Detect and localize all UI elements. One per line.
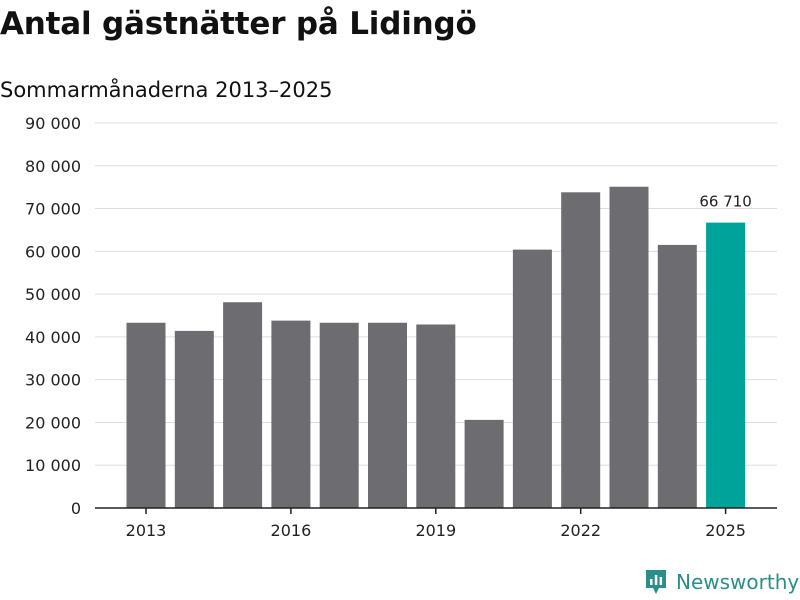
bar-2025 [706, 222, 746, 508]
y-tick-label: 90 000 [25, 114, 81, 133]
bar-2013 [126, 322, 166, 508]
bar-2020 [464, 419, 504, 508]
y-tick-label: 80 000 [25, 157, 81, 176]
y-tick-label: 20 000 [25, 413, 81, 432]
brand-name: Newsworthy [676, 570, 800, 594]
bar-2019 [416, 324, 456, 508]
bar-2015 [223, 302, 263, 508]
bar-2018 [368, 322, 407, 508]
bar-2016 [271, 320, 311, 508]
y-tick-label: 40 000 [25, 328, 81, 347]
y-tick-label: 0 [71, 499, 81, 518]
x-tick-label: 2019 [415, 521, 456, 540]
x-tick-label: 2016 [271, 521, 312, 540]
chart-subtitle: Sommarmånaderna 2013–2025 [0, 78, 333, 102]
x-tick-label: 2022 [560, 521, 601, 540]
y-tick-label: 60 000 [25, 242, 81, 261]
bar-2024 [657, 244, 697, 508]
chart-title: Antal gästnätter på Lidingö [0, 6, 477, 42]
y-tick-label: 70 000 [25, 200, 81, 219]
bar-2021 [512, 249, 552, 508]
bar-2014 [174, 330, 214, 508]
data-label: 66 710 [699, 193, 752, 211]
bar-2022 [561, 192, 601, 509]
bar-2023 [609, 186, 649, 508]
y-tick-label: 30 000 [25, 371, 81, 390]
bar-2017 [319, 322, 359, 508]
x-tick-label: 2013 [126, 521, 167, 540]
brand: Newsworthy [644, 568, 799, 596]
newsworthy-logo-icon [646, 570, 666, 594]
x-tick-label: 2025 [705, 521, 746, 540]
y-tick-label: 10 000 [25, 456, 81, 475]
y-tick-label: 50 000 [25, 285, 81, 304]
